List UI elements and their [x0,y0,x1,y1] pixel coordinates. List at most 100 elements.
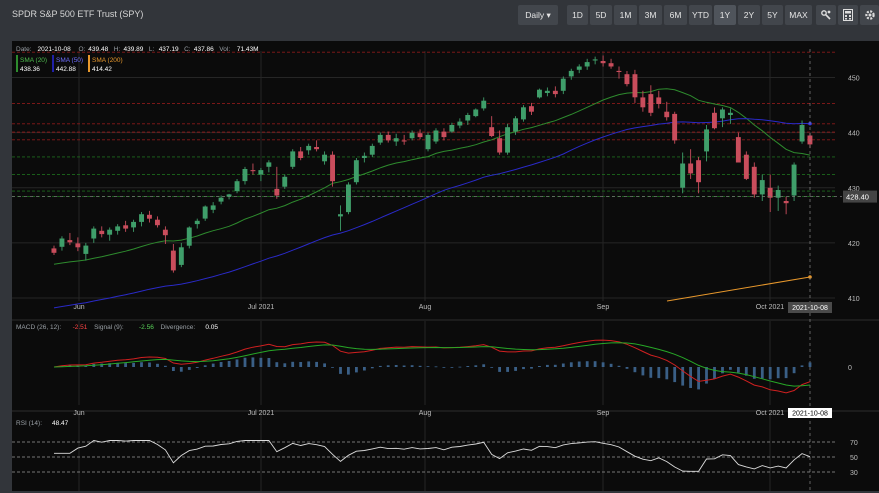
candle-body[interactable] [425,134,431,150]
range-button-1d[interactable]: 1D [567,5,588,25]
candle-body[interactable] [282,176,288,187]
candle-body[interactable] [735,137,741,163]
candle-body[interactable] [672,113,678,141]
candle-body[interactable] [783,201,789,204]
candle-body[interactable] [194,220,200,225]
settings-icon[interactable] [816,5,836,25]
range-button-3m[interactable]: 3M [639,5,662,25]
candle-body[interactable] [242,169,248,182]
candle-body[interactable] [170,250,176,271]
candle-body[interactable] [751,166,757,195]
candle-body[interactable] [704,129,709,152]
candle-body[interactable] [680,163,686,188]
candle-body[interactable] [131,221,136,228]
candle-body[interactable] [767,187,773,198]
candle-body[interactable] [274,188,280,196]
candle-body[interactable] [759,180,765,195]
candle-body[interactable] [147,214,152,219]
candle-body[interactable] [401,140,407,142]
candle-body[interactable] [656,97,662,104]
candle-body[interactable] [162,229,168,236]
range-button-1y[interactable]: 1Y [714,5,736,25]
range-button-max[interactable]: MAX [785,5,812,25]
candle-body[interactable] [473,109,479,117]
candle-body[interactable] [234,181,240,192]
candle-body[interactable] [568,70,574,77]
candle-body[interactable] [552,90,558,95]
candle-body[interactable] [560,78,566,91]
candle-body[interactable] [457,121,463,126]
candle-body[interactable] [67,240,73,243]
candle-body[interactable] [505,127,510,153]
candle-body[interactable] [353,160,359,183]
candle-body[interactable] [266,162,272,167]
candle-body[interactable] [720,109,725,119]
candle-body[interactable] [592,59,598,61]
candle-body[interactable] [139,214,144,222]
candle-body[interactable] [369,145,375,155]
interval-dropdown[interactable]: Daily ▾ [518,5,558,25]
candle-body[interactable] [513,118,518,132]
candle-body[interactable] [59,238,65,247]
candle-body[interactable] [155,219,160,226]
candle-body[interactable] [51,248,57,253]
candle-body[interactable] [489,127,495,136]
candle-body[interactable] [306,145,312,151]
candle-body[interactable] [186,227,192,246]
candle-body[interactable] [743,154,749,179]
chart-area[interactable]: Jun Jun Jul 2021 Jul 2021 Aug Aug Sep Sep Oct 20… [12,41,879,491]
candle-body[interactable] [290,151,296,167]
candle-body[interactable] [314,147,319,150]
range-button-1m[interactable]: 1M [614,5,637,25]
candle-body[interactable] [250,170,256,172]
candle-body[interactable] [791,164,797,196]
candle-body[interactable] [728,112,733,115]
candle-body[interactable] [218,197,224,202]
range-button-6m[interactable]: 6M [664,5,687,25]
candle-body[interactable] [441,131,447,138]
stock-chart[interactable]: Jun Jun Jul 2021 Jul 2021 Aug Aug Sep Sep Oct 20… [12,41,879,491]
candle-body[interactable] [433,130,439,142]
candle-body[interactable] [178,247,184,265]
candle-body[interactable] [775,190,781,198]
candle-body[interactable] [99,230,105,235]
candle-body[interactable] [600,61,606,64]
candle-body[interactable] [584,62,590,67]
candle-body[interactable] [226,194,232,197]
candle-body[interactable] [385,134,391,141]
candle-body[interactable] [107,229,113,235]
candle-body[interactable] [640,97,646,108]
candle-body[interactable] [664,111,670,118]
range-button-5y[interactable]: 5Y [762,5,783,25]
candle-body[interactable] [799,125,805,142]
candle-body[interactable] [393,138,399,142]
candle-body[interactable] [330,154,335,182]
candle-body[interactable] [537,89,542,98]
candle-body[interactable] [688,163,694,174]
candle-body[interactable] [497,138,503,153]
range-button-2y[interactable]: 2Y [738,5,760,25]
candle-body[interactable] [346,184,351,213]
candle-body[interactable] [648,94,654,113]
candle-body[interactable] [91,228,97,239]
candle-body[interactable] [544,90,550,93]
candle-body[interactable] [75,243,81,248]
candle-body[interactable] [632,74,638,98]
candle-body[interactable] [210,205,216,210]
candle-body[interactable] [529,106,534,112]
candle-body[interactable] [202,206,208,219]
candle-body[interactable] [481,100,487,109]
range-button-5d[interactable]: 5D [590,5,612,25]
candle-body[interactable] [465,115,471,121]
range-button-ytd[interactable]: YTD [689,5,712,25]
candle-body[interactable] [624,74,630,85]
candle-body[interactable] [521,107,526,120]
candle-body[interactable] [409,132,415,139]
candle-body[interactable] [298,151,304,158]
candle-body[interactable] [616,70,622,72]
candle-body[interactable] [608,63,614,67]
candle-body[interactable] [338,214,343,217]
candle-body[interactable] [417,133,423,138]
candle-body[interactable] [115,226,121,231]
candle-body[interactable] [696,160,701,183]
